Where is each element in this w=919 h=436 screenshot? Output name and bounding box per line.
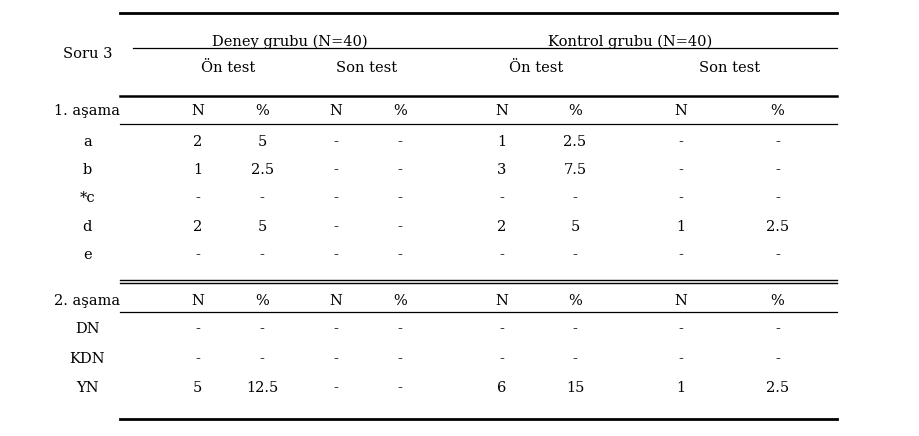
Text: 5: 5 — [193, 382, 202, 395]
Text: 5: 5 — [257, 135, 267, 149]
Text: -: - — [397, 322, 403, 336]
Text: 1: 1 — [496, 135, 505, 149]
Text: a: a — [83, 135, 92, 149]
Text: N: N — [674, 294, 686, 308]
Text: -: - — [498, 352, 504, 366]
Text: N: N — [674, 104, 686, 118]
Text: -: - — [498, 322, 504, 336]
Text: 2.5: 2.5 — [250, 163, 274, 177]
Text: 5: 5 — [570, 220, 579, 234]
Text: 7.5: 7.5 — [562, 163, 586, 177]
Text: Ön test: Ön test — [509, 61, 562, 75]
Text: 1: 1 — [675, 382, 685, 395]
Text: -: - — [195, 191, 200, 205]
Text: 5: 5 — [257, 220, 267, 234]
Text: -: - — [397, 382, 403, 395]
Text: b: b — [83, 163, 92, 177]
Text: -: - — [677, 163, 683, 177]
Text: -: - — [498, 191, 504, 205]
Text: N: N — [329, 104, 342, 118]
Text: %: % — [393, 104, 406, 118]
Text: -: - — [333, 135, 338, 149]
Text: -: - — [397, 220, 403, 234]
Text: %: % — [255, 104, 268, 118]
Text: YN: YN — [76, 382, 98, 395]
Text: 2.5: 2.5 — [765, 382, 789, 395]
Text: Son test: Son test — [335, 61, 396, 75]
Text: -: - — [259, 322, 265, 336]
Text: 2: 2 — [496, 220, 505, 234]
Text: 1: 1 — [193, 163, 202, 177]
Text: N: N — [494, 294, 507, 308]
Text: 2.5: 2.5 — [765, 220, 789, 234]
Text: %: % — [770, 104, 783, 118]
Text: -: - — [195, 248, 200, 262]
Text: -: - — [397, 135, 403, 149]
Text: 2: 2 — [193, 220, 202, 234]
Text: 3: 3 — [496, 163, 505, 177]
Text: -: - — [333, 382, 338, 395]
Text: -: - — [333, 191, 338, 205]
Text: -: - — [333, 163, 338, 177]
Text: -: - — [397, 191, 403, 205]
Text: -: - — [333, 220, 338, 234]
Text: -: - — [677, 352, 683, 366]
Text: Ön test: Ön test — [201, 61, 255, 75]
Text: -: - — [333, 322, 338, 336]
Text: -: - — [677, 191, 683, 205]
Text: -: - — [195, 352, 200, 366]
Text: d: d — [83, 220, 92, 234]
Text: e: e — [83, 248, 92, 262]
Text: %: % — [255, 294, 268, 308]
Text: -: - — [572, 322, 577, 336]
Text: -: - — [397, 163, 403, 177]
Text: -: - — [397, 352, 403, 366]
Text: N: N — [191, 294, 204, 308]
Text: -: - — [498, 248, 504, 262]
Text: %: % — [568, 294, 581, 308]
Text: 2.5: 2.5 — [562, 135, 586, 149]
Text: *c: *c — [80, 191, 95, 205]
Text: -: - — [677, 322, 683, 336]
Text: -: - — [677, 135, 683, 149]
Text: DN: DN — [75, 322, 99, 336]
Text: KDN: KDN — [70, 352, 105, 366]
Text: -: - — [774, 191, 779, 205]
Text: -: - — [397, 248, 403, 262]
Text: %: % — [568, 104, 581, 118]
Text: -: - — [333, 352, 338, 366]
Text: N: N — [329, 294, 342, 308]
Text: Kontrol grubu (N=40): Kontrol grubu (N=40) — [548, 34, 711, 49]
Text: -: - — [774, 248, 779, 262]
Text: -: - — [572, 248, 577, 262]
Text: -: - — [774, 135, 779, 149]
Text: -: - — [259, 352, 265, 366]
Text: Soru 3: Soru 3 — [62, 48, 112, 61]
Text: -: - — [259, 191, 265, 205]
Text: -: - — [774, 322, 779, 336]
Text: 1: 1 — [675, 220, 685, 234]
Text: -: - — [677, 248, 683, 262]
Text: 12.5: 12.5 — [245, 382, 278, 395]
Text: N: N — [494, 104, 507, 118]
Text: -: - — [572, 191, 577, 205]
Text: 1. aşama: 1. aşama — [54, 104, 120, 118]
Text: -: - — [195, 322, 200, 336]
Text: N: N — [191, 104, 204, 118]
Text: -: - — [774, 352, 779, 366]
Text: Deney grubu (N=40): Deney grubu (N=40) — [211, 34, 368, 49]
Text: 15: 15 — [565, 382, 584, 395]
Text: -: - — [572, 352, 577, 366]
Text: -: - — [333, 248, 338, 262]
Text: %: % — [770, 294, 783, 308]
Text: Son test: Son test — [698, 61, 759, 75]
Text: %: % — [393, 294, 406, 308]
Text: 6: 6 — [496, 382, 505, 395]
Text: 2: 2 — [193, 135, 202, 149]
Text: -: - — [774, 163, 779, 177]
Text: 2. aşama: 2. aşama — [54, 294, 120, 308]
Text: -: - — [259, 248, 265, 262]
